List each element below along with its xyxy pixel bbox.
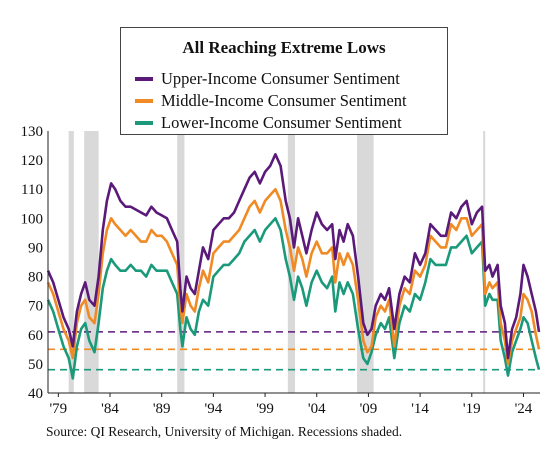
legend-entry-lower-income: Lower-Income Consumer Sentiment	[135, 112, 402, 134]
x-tick-label-5: '04	[308, 401, 326, 417]
chart-title: All Reaching Extreme Lows	[182, 38, 386, 57]
y-tick-label-7: 110	[21, 182, 43, 198]
legend-label-lower-income: Lower-Income Consumer Sentiment	[161, 113, 402, 132]
y-tick-label-2: 60	[28, 328, 43, 344]
recession-band-1	[84, 131, 99, 393]
y-tick-label-5: 90	[28, 240, 43, 256]
x-tick-label-8: '19	[463, 401, 481, 417]
y-tick-label-3: 70	[28, 299, 43, 315]
legend-swatch-upper-income	[135, 77, 153, 81]
x-tick-label-0: '79	[49, 401, 67, 417]
legend-label-upper-income: Upper-Income Consumer Sentiment	[161, 69, 400, 88]
recession-band-2	[177, 131, 185, 393]
x-tick-label-3: '94	[205, 401, 223, 417]
x-tick-label-6: '09	[360, 401, 378, 417]
legend-swatch-middle-income	[135, 99, 153, 103]
x-tick-label-4: '99	[256, 401, 274, 417]
x-tick-label-1: '84	[101, 401, 119, 417]
series-line-1	[46, 187, 541, 366]
legend-label-middle-income: Middle-Income Consumer Sentiment	[161, 91, 407, 110]
y-tick-label-1: 50	[28, 357, 43, 373]
series-line-2	[46, 217, 541, 380]
y-tick-label-8: 120	[21, 153, 44, 169]
chart-legend: All Reaching Extreme Lows Upper-Income C…	[120, 27, 448, 135]
chart-source-note: Source: QI Research, University of Michi…	[46, 424, 403, 439]
legend-entry-upper-income: Upper-Income Consumer Sentiment	[135, 68, 400, 90]
y-tick-label-6: 100	[21, 211, 44, 227]
y-tick-label-4: 80	[28, 270, 43, 286]
legend-entry-middle-income: Middle-Income Consumer Sentiment	[135, 90, 407, 112]
y-tick-label-0: 40	[28, 386, 43, 402]
legend-swatch-lower-income	[135, 121, 153, 125]
x-tick-label-2: '89	[153, 401, 171, 417]
recession-band-0	[68, 131, 74, 393]
x-tick-label-9: '24	[515, 401, 533, 417]
series-line-0	[46, 153, 541, 360]
x-tick-label-7: '14	[411, 401, 429, 417]
y-tick-label-9: 130	[21, 124, 44, 140]
